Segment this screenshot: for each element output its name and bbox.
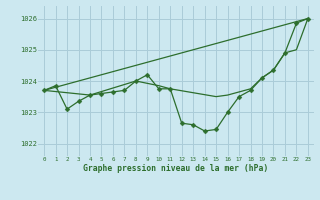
X-axis label: Graphe pression niveau de la mer (hPa): Graphe pression niveau de la mer (hPa): [84, 164, 268, 173]
